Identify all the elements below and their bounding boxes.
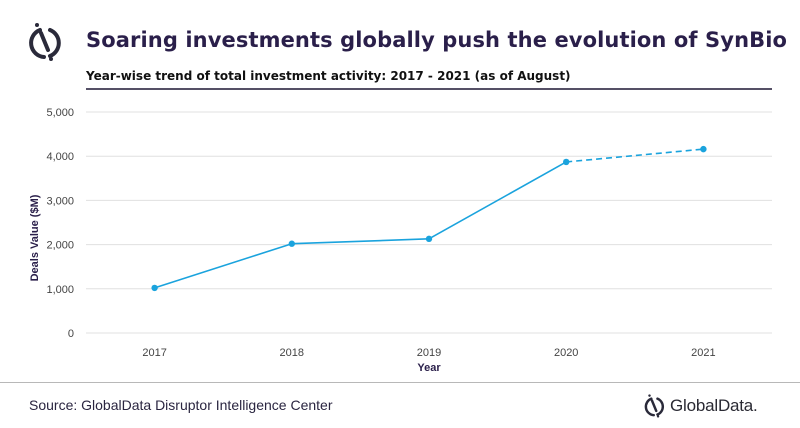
series-segment: [291, 238, 430, 245]
series-segment: [154, 242, 293, 289]
series-segment: [428, 161, 567, 240]
y-tick-label: 3,000: [46, 195, 74, 207]
globaldata-logo-icon: [29, 23, 61, 61]
series-lines: [154, 148, 704, 289]
y-tick-labels: 0 1,000 2,000 3,000 4,000 5,000: [46, 107, 74, 340]
data-point: [425, 235, 433, 243]
gridlines: [86, 111, 772, 334]
x-tick-label: 2017: [142, 347, 166, 359]
subtitle-divider: [86, 88, 772, 90]
data-point: [151, 284, 158, 292]
y-tick-label: 2,000: [46, 240, 74, 252]
y-tick-label: 1,000: [46, 284, 74, 296]
source-note: Source: GlobalData Disruptor Intelligenc…: [29, 397, 333, 413]
x-tick-label: 2021: [691, 347, 715, 359]
x-tick-labels: 2017 2018 2019 2020 2021: [142, 347, 715, 359]
series-segment-dashed: [566, 148, 704, 163]
y-axis-title: Deals Value ($M): [29, 194, 41, 281]
footer-divider: [0, 382, 800, 383]
data-point: [700, 145, 707, 153]
brand-name: GlobalData.: [670, 396, 758, 415]
page-title: Soaring investments globally push the ev…: [86, 28, 788, 52]
x-tick-label: 2020: [554, 347, 578, 359]
globaldata-logo-icon: [644, 394, 664, 418]
x-axis-title: Year: [417, 362, 441, 374]
data-point: [288, 240, 295, 247]
y-tick-label: 0: [68, 328, 74, 340]
brand-logo: GlobalData.: [644, 393, 758, 419]
x-tick-label: 2018: [280, 347, 304, 359]
y-tick-label: 4,000: [46, 151, 74, 163]
series-points: [151, 145, 707, 292]
x-tick-label: 2019: [417, 347, 441, 359]
y-tick-label: 5,000: [46, 107, 74, 119]
data-point: [563, 158, 570, 166]
chart-subtitle: Year-wise trend of total investment acti…: [86, 69, 571, 83]
